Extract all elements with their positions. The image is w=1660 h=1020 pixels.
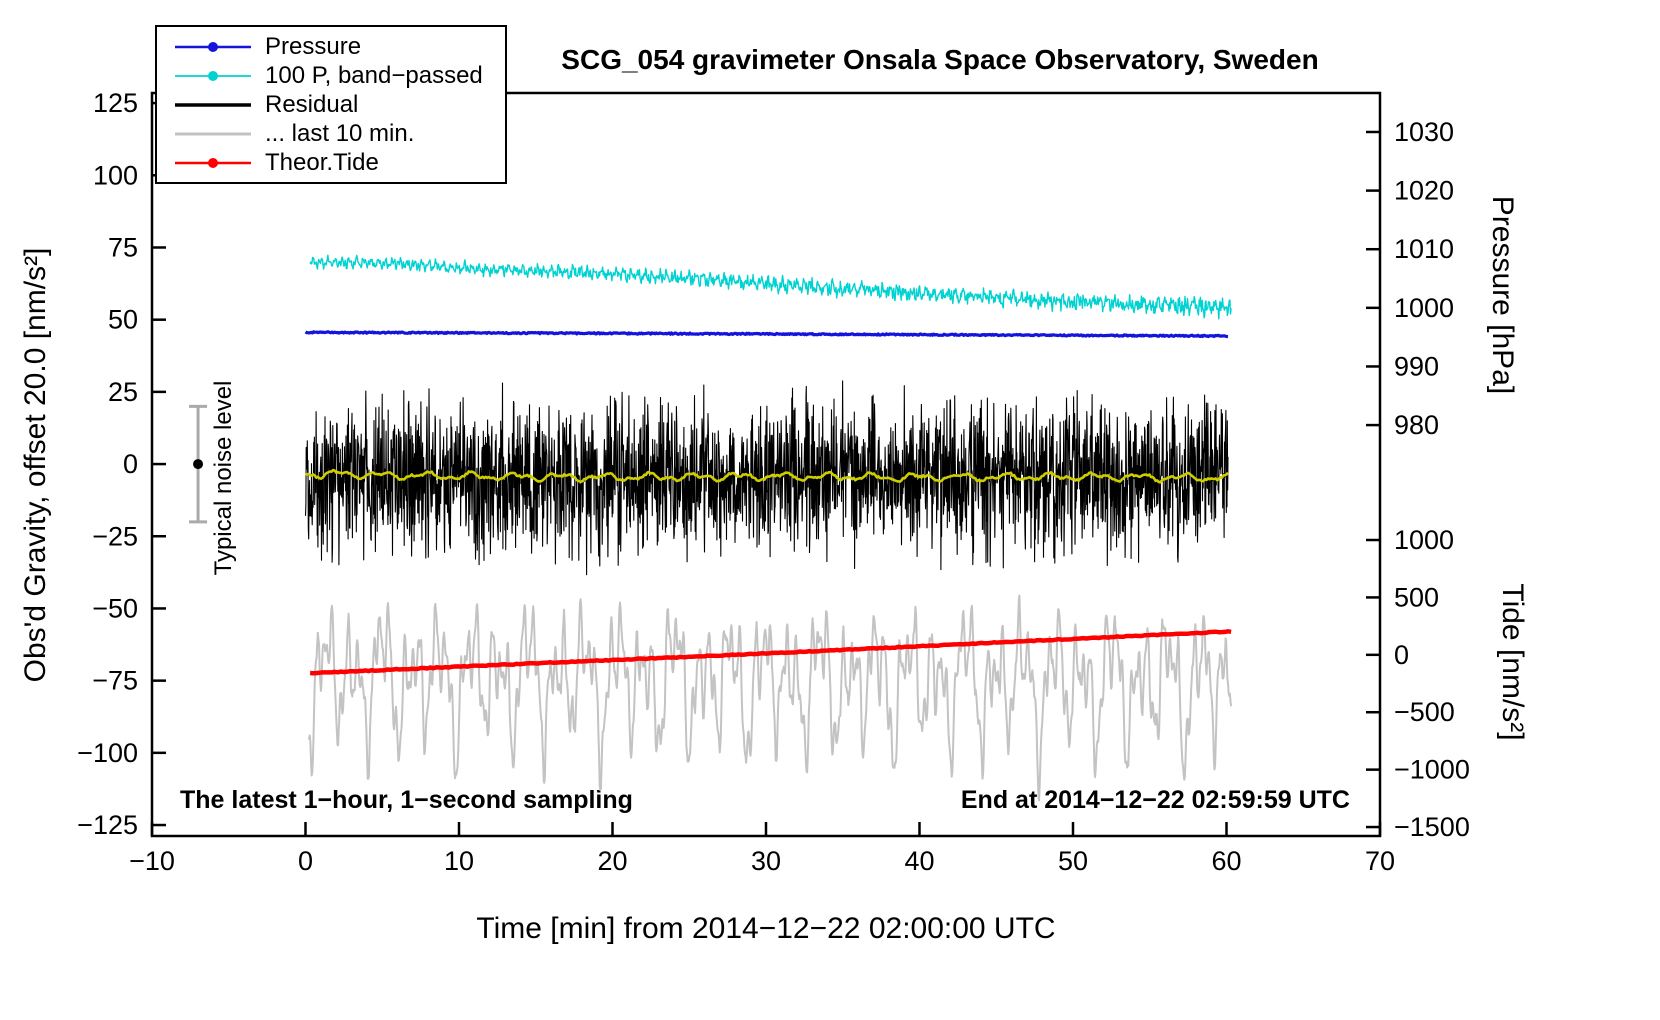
y-tick-label-left: 50 — [108, 305, 138, 335]
legend-dot — [208, 41, 218, 52]
legend-marker-band-passed — [175, 70, 251, 81]
tide-axis-tick-label: −1500 — [1394, 812, 1470, 842]
legend-marker-theor-tide — [175, 157, 251, 168]
series-residual_smoothed — [304, 468, 1229, 484]
pressure-axis-tick-label: 1010 — [1394, 234, 1454, 264]
pressure-axis-tick-label: 980 — [1394, 410, 1439, 440]
x-tick-label: −10 — [129, 846, 175, 876]
legend-item-theor-tide: Theor.Tide — [173, 149, 505, 176]
x-tick-label: 10 — [444, 846, 474, 876]
tide-axis-tick-label: 500 — [1394, 582, 1439, 612]
series-residual — [304, 380, 1229, 576]
pressure-axis-tick-label: 1030 — [1394, 117, 1454, 147]
x-tick-label: 0 — [298, 846, 313, 876]
pressure-axis-tick-label: 990 — [1394, 351, 1439, 381]
legend-item-band-passed: 100 P, band−passed — [173, 62, 505, 89]
note-sampling: The latest 1−hour, 1−second sampling — [180, 786, 633, 814]
tide-axis-tick-label: 1000 — [1394, 525, 1454, 555]
y-tick-label-left: 100 — [93, 160, 138, 190]
note-end-time: End at 2014−12−22 02:59:59 UTC — [960, 786, 1350, 814]
legend-label: ... last 10 min. — [265, 119, 415, 147]
x-tick-label: 40 — [904, 846, 934, 876]
legend-label: Residual — [265, 90, 359, 118]
legend-dot — [208, 157, 218, 168]
legend-marker-residual — [175, 102, 251, 107]
chart-title: SCG_054 gravimeter Onsala Space Observat… — [561, 44, 1319, 75]
legend-label: Pressure — [265, 32, 362, 60]
y-tick-label-left: −75 — [92, 666, 138, 696]
y-tick-label-left: 25 — [108, 377, 138, 407]
series-residual_last10 — [307, 594, 1233, 802]
x-tick-label: 50 — [1058, 846, 1088, 876]
legend-label: Theor.Tide — [265, 148, 379, 176]
y-tick-label-left: 75 — [108, 232, 138, 262]
legend: Pressure 100 P, band−passed Residual ...… — [155, 25, 507, 184]
pressure-axis-tick-label: 1020 — [1394, 176, 1454, 206]
tide-axis-tick-label: −1000 — [1394, 755, 1470, 785]
x-axis-label: Time [min] from 2014−12−22 02:00:00 UTC — [476, 912, 1056, 945]
x-tick-label: 20 — [597, 846, 627, 876]
x-tick-label: 70 — [1365, 846, 1395, 876]
series-band_passed — [309, 254, 1232, 320]
pressure-axis-tick-label: 1000 — [1394, 293, 1454, 323]
y-tick-label-left: 0 — [123, 449, 138, 479]
x-tick-label: 30 — [751, 846, 781, 876]
x-tick-label: 60 — [1211, 846, 1241, 876]
legend-marker-pressure — [175, 41, 251, 52]
tide-axis-tick-label: 0 — [1394, 640, 1409, 670]
noise-errorbar-dot — [193, 459, 204, 470]
y-tick-label-left: −125 — [77, 810, 138, 840]
legend-item-last10min: ... last 10 min. — [173, 120, 505, 147]
y-tick-label-left: −100 — [77, 738, 138, 768]
legend-item-pressure: Pressure — [173, 33, 505, 60]
y-tick-label-left: 125 — [93, 88, 138, 118]
tide-axis-tick-label: −500 — [1394, 697, 1455, 727]
series-pressure — [304, 330, 1229, 339]
legend-dot — [208, 70, 218, 81]
legend-item-residual: Residual — [173, 91, 505, 118]
legend-label: 100 P, band−passed — [265, 61, 483, 89]
series-theor_tide — [309, 629, 1232, 676]
legend-marker-last10min — [175, 132, 251, 135]
y-tick-label-left: −50 — [92, 593, 138, 623]
y-tick-label-left: −25 — [92, 521, 138, 551]
